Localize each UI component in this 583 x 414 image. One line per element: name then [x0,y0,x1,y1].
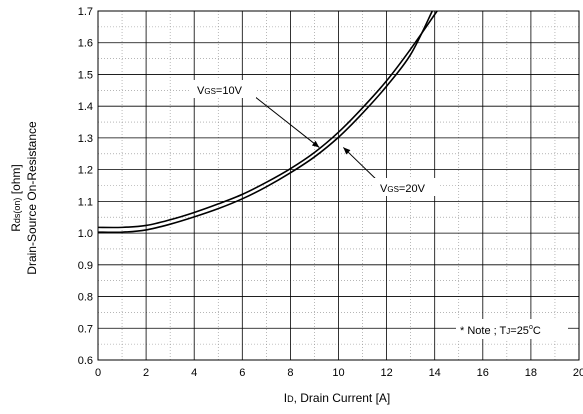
annotation-vgs-10v-label: VGS=10V [197,85,243,97]
x-tick-label: 2 [143,367,149,379]
y-tick-label: 1.4 [78,101,93,113]
note-text: * Note ; TJ=25oC [460,324,541,337]
x-tick-label: 6 [239,367,245,379]
axes [97,10,580,361]
x-tick-label: 20 [573,367,583,379]
curves [97,10,438,234]
plot-frame [97,10,580,361]
y-tick-label: 1.1 [78,196,93,208]
x-tick-label: 0 [95,367,101,379]
series-line-vgs-20v [97,10,434,234]
y-tick-label: 0.9 [78,260,93,272]
x-tick-label: 18 [525,367,537,379]
annotation-vgs-10v-leader [253,95,320,148]
x-tick-label: 16 [477,367,489,379]
x-tick-label: 4 [191,367,197,379]
note: * Note ; TJ=25oC [456,319,568,339]
x-tick-label: 14 [429,367,441,379]
annotation-vgs-20v-arrowhead [343,147,351,155]
grid [98,11,579,360]
y-tick-label: 1.2 [78,165,93,177]
x-tick-label: 8 [287,367,293,379]
y-axis-label-line2: Drain-Source On-Resistance [25,121,39,275]
annotation-vgs-10v: VGS=10V [190,80,320,148]
annotation-vgs-20v: VGS=20V [342,147,440,196]
y-tick-label: 0.7 [78,323,93,335]
x-tick-label: 10 [332,367,344,379]
tick-labels: 0 2 4 6 8 10 12 14 16 18 20 0.6 0.7 0.8 0.9 1.0 1.1 1.2 1.… [78,6,583,379]
y-tick-label: 1.5 [78,69,93,81]
y-tick-label: 1.3 [78,133,93,145]
y-tick-label: 1.7 [78,6,93,18]
y-tick-label: 0.6 [78,355,93,367]
annotation-vgs-20v-leader [342,147,381,184]
y-axis-label-line1: Rds(on) [ohm] [9,164,23,232]
x-axis-label: ID, Drain Current [A] [284,391,391,405]
series-line-vgs-10v [97,10,438,229]
y-tick-label: 0.8 [78,292,93,304]
annotation-vgs-10v-arrowhead [311,140,320,148]
annotation-vgs-20v-label: VGS=20V [380,183,426,195]
x-tick-label: 12 [380,367,392,379]
y-tick-label: 1.0 [78,228,93,240]
y-tick-label: 1.6 [78,38,93,50]
